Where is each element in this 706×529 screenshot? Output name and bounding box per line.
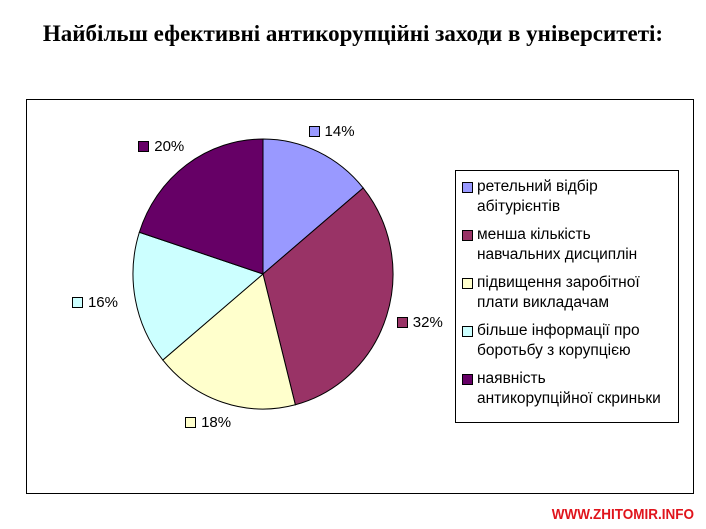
label-swatch xyxy=(185,417,197,429)
data-label-text: 32% xyxy=(412,313,443,331)
label-swatch xyxy=(308,125,320,137)
label-swatch xyxy=(138,140,150,152)
label-swatch xyxy=(396,316,408,328)
data-label-text: 14% xyxy=(324,122,355,140)
legend-label: менша кількість навчальних дисциплін xyxy=(477,226,638,263)
legend-label: ретельний відбір абітурієнтів xyxy=(477,178,598,215)
legend-label: наявність антикорупційної скриньки xyxy=(477,370,661,407)
data-label-text: 16% xyxy=(87,294,118,312)
data-label: 16% xyxy=(71,294,118,312)
legend-item: більше інформації про боротьбу з корупці… xyxy=(462,321,678,361)
watermark: WWW.ZHITOMIR.INFO xyxy=(551,506,694,523)
legend-swatch xyxy=(462,374,473,385)
data-label-text: 18% xyxy=(201,414,232,432)
pie-slice xyxy=(138,138,264,275)
pie-slice xyxy=(262,187,394,406)
legend-swatch xyxy=(462,326,473,337)
legend-item: ретельний відбір абітурієнтів xyxy=(462,177,678,217)
legend-item: менша кількість навчальних дисциплін xyxy=(462,225,678,265)
pie-slice xyxy=(132,231,264,361)
label-swatch xyxy=(71,297,83,309)
data-label: 14% xyxy=(308,122,355,140)
legend: ретельний відбір абітурієнтів менша кільк… xyxy=(455,170,679,423)
pie-slice xyxy=(262,138,364,276)
legend-swatch xyxy=(462,182,473,193)
legend-swatch xyxy=(462,278,473,289)
legend-label: більше інформації про боротьбу з корупці… xyxy=(477,322,640,359)
chart-area xyxy=(26,99,694,494)
pie-slice xyxy=(162,273,296,410)
data-label: 32% xyxy=(396,313,443,331)
legend-item: наявність антикорупційної скриньки xyxy=(462,369,678,409)
legend-label: підвищення заробітної плати викладачам xyxy=(477,274,640,311)
data-label: 18% xyxy=(185,414,231,431)
data-label: 20% xyxy=(138,138,184,155)
legend-swatch xyxy=(462,230,473,241)
data-label-text: 20% xyxy=(154,137,185,155)
legend-item: підвищення заробітної плати викладачам xyxy=(462,273,678,313)
chart-title: Найбільш ефективні антикорупційні заходи… xyxy=(42,21,664,46)
